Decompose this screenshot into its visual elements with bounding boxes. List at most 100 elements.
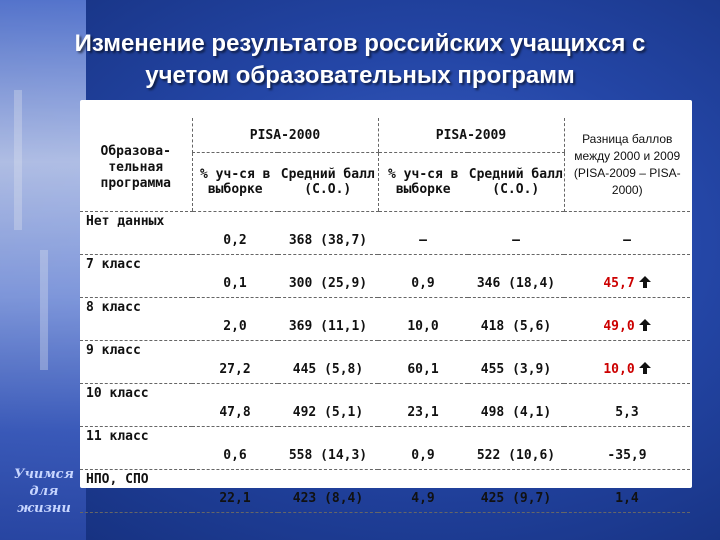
score-2009-cell: 455 (3,9) (468, 340, 564, 384)
table-row: 9 класс 27,2 445 (5,8) 60,1 455 (3,9) 10,0 (80, 340, 690, 384)
score-2009-header: Средний балл (С.О.) (468, 152, 564, 212)
share-2009-cell-value: 4,9 (411, 491, 435, 506)
program-cell-value: 7 класс (86, 257, 141, 272)
difference-cell-value: 1,4 (615, 491, 639, 506)
share-2009-cell: 60,1 (378, 340, 468, 384)
score-2009-cell-value: 522 (10,6) (476, 448, 556, 463)
program-cell: 9 класс (80, 340, 192, 384)
score-2009-cell: 346 (18,4) (468, 254, 564, 298)
share-2009-cell-value: 60,1 (407, 362, 439, 377)
share-2000-header: % уч-ся в выборке (191, 152, 278, 212)
difference-cell: 45,7 (564, 254, 690, 298)
score-2009-cell: 425 (9,7) (468, 469, 564, 513)
table-row: Нет данных 0,2 368 (38,7) – – – (80, 211, 690, 255)
program-cell: НПО, СПО (80, 469, 192, 513)
share-2000-cell-value: 47,8 (219, 405, 251, 420)
score-2000-cell-value: 369 (11,1) (288, 319, 368, 334)
difference-cell-value: 45,7 (603, 276, 635, 291)
arrow-up-icon (638, 319, 651, 331)
program-cell-value: НПО, СПО (86, 472, 149, 487)
table-row: 11 класс 0,6 558 (14,3) 0,9 522 (10,6) -35,9 (80, 426, 690, 470)
score-2000-cell-value: 423 (8,4) (292, 491, 364, 506)
score-2009-cell: 418 (5,6) (468, 297, 564, 341)
program-cell-value: 10 класс (86, 386, 149, 401)
share-2009-cell-value: 23,1 (407, 405, 439, 420)
score-2000-cell: 369 (11,1) (278, 297, 378, 341)
share-2009-cell-value: 0,9 (411, 276, 435, 291)
share-2009-cell-value: – (419, 233, 427, 248)
difference-header: Разница баллов между 2000 и 2009 (PISA-2… (563, 118, 690, 212)
difference-cell: 10,0 (564, 340, 690, 384)
share-2009-cell: 0,9 (378, 426, 468, 470)
table-row: 10 класс 47,8 492 (5,1) 23,1 498 (4,1) 5,3 (80, 383, 690, 427)
share-2000-cell: 22,1 (192, 469, 278, 513)
score-2000-cell-value: 445 (5,8) (292, 362, 364, 377)
score-2000-cell-value: 300 (25,9) (288, 276, 368, 291)
share-2009-cell: 10,0 (378, 297, 468, 341)
program-cell-value: 8 класс (86, 300, 141, 315)
score-2000-cell-value: 492 (5,1) (292, 405, 364, 420)
program-cell-value: 9 класс (86, 343, 141, 358)
difference-cell-value: 5,3 (615, 405, 639, 420)
program-cell-value: Нет данных (86, 214, 165, 229)
score-2000-cell: 300 (25,9) (278, 254, 378, 298)
share-2000-cell-value: 0,1 (223, 276, 247, 291)
difference-cell: 49,0 (564, 297, 690, 341)
share-2000-cell: 2,0 (192, 297, 278, 341)
share-2000-cell: 47,8 (192, 383, 278, 427)
share-2000-cell-value: 0,2 (223, 233, 247, 248)
difference-cell-value: -35,9 (607, 448, 647, 463)
share-2000-cell-value: 2,0 (223, 319, 247, 334)
difference-cell-value: 10,0 (603, 362, 635, 377)
score-2009-cell-value: 498 (4,1) (480, 405, 552, 420)
share-2009-cell: – (378, 211, 468, 255)
difference-cell: 1,4 (564, 469, 690, 513)
table-row: 7 класс 0,1 300 (25,9) 0,9 346 (18,4) 45,7 (80, 254, 690, 298)
score-2000-cell-value: 368 (38,7) (288, 233, 368, 248)
program-cell: 10 класс (80, 383, 192, 427)
pisa2009-header: PISA-2009 (377, 118, 564, 153)
pisa2000-header: PISA-2000 (191, 118, 378, 153)
table-row: НПО, СПО 22,1 423 (8,4) 4,9 425 (9,7) 1,4 (80, 469, 690, 513)
program-cell: 11 класс (80, 426, 192, 470)
score-2009-cell-value: 418 (5,6) (480, 319, 552, 334)
score-2000-cell: 558 (14,3) (278, 426, 378, 470)
difference-cell: 5,3 (564, 383, 690, 427)
share-2009-cell-value: 0,9 (411, 448, 435, 463)
difference-cell: -35,9 (564, 426, 690, 470)
left-decoration (0, 0, 86, 540)
share-2009-cell: 4,9 (378, 469, 468, 513)
arrow-up-icon (638, 362, 651, 374)
share-2000-cell-value: 27,2 (219, 362, 251, 377)
slide-title: Изменение результатов российских учащихс… (74, 30, 646, 89)
share-2000-cell: 27,2 (192, 340, 278, 384)
share-2009-header: % уч-ся в выборке (377, 152, 468, 212)
score-2009-cell-value: – (512, 233, 520, 248)
difference-cell: – (564, 211, 690, 255)
results-table: Образова-тельная программа PISA-2000 PIS… (80, 118, 690, 513)
share-2000-cell-value: 0,6 (223, 448, 247, 463)
share-2000-cell-value: 22,1 (219, 491, 251, 506)
arrow-up-icon (638, 276, 651, 288)
score-2009-cell: – (468, 211, 564, 255)
share-2009-cell-value: 10,0 (407, 319, 439, 334)
tagline: Учимся для жизни (14, 467, 74, 516)
score-2009-cell-value: 425 (9,7) (480, 491, 552, 506)
score-2000-header: Средний балл (С.О.) (278, 152, 378, 212)
score-2009-cell: 498 (4,1) (468, 383, 564, 427)
difference-cell-value: – (623, 233, 631, 248)
score-2009-cell-value: 455 (3,9) (480, 362, 552, 377)
score-2000-cell: 368 (38,7) (278, 211, 378, 255)
score-2000-cell-value: 558 (14,3) (288, 448, 368, 463)
program-cell: Нет данных (80, 211, 192, 255)
program-cell-value: 11 класс (86, 429, 149, 444)
score-2009-cell: 522 (10,6) (468, 426, 564, 470)
share-2000-cell: 0,6 (192, 426, 278, 470)
share-2000-cell: 0,2 (192, 211, 278, 255)
score-2009-cell-value: 346 (18,4) (476, 276, 556, 291)
share-2009-cell: 23,1 (378, 383, 468, 427)
program-cell: 8 класс (80, 297, 192, 341)
program-cell: 7 класс (80, 254, 192, 298)
program-header: Образова-тельная программа (80, 118, 192, 212)
score-2000-cell: 423 (8,4) (278, 469, 378, 513)
